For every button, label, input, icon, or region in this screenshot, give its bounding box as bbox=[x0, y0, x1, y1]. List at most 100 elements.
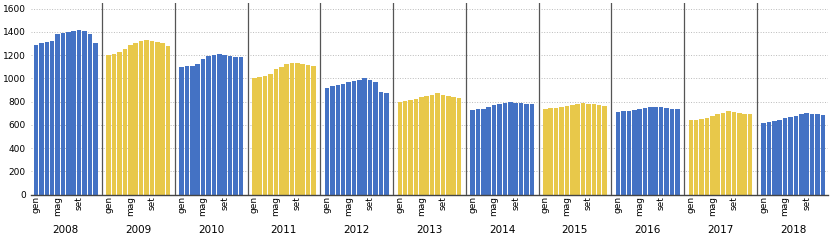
Bar bbox=[451, 97, 456, 195]
Bar bbox=[217, 54, 222, 195]
Bar bbox=[503, 103, 507, 195]
Bar bbox=[336, 85, 340, 195]
Bar bbox=[155, 42, 160, 195]
Bar bbox=[602, 106, 607, 195]
Bar bbox=[71, 31, 76, 195]
Bar bbox=[258, 77, 262, 195]
Bar bbox=[653, 107, 658, 195]
Bar bbox=[670, 109, 674, 195]
Bar bbox=[414, 99, 418, 195]
Text: 2017: 2017 bbox=[707, 225, 734, 235]
Bar bbox=[772, 121, 777, 195]
Bar bbox=[263, 76, 268, 195]
Bar bbox=[45, 42, 49, 195]
Bar bbox=[637, 109, 642, 195]
Bar bbox=[778, 120, 782, 195]
Bar bbox=[384, 93, 389, 195]
Bar bbox=[301, 64, 305, 195]
Bar bbox=[206, 56, 211, 195]
Bar bbox=[642, 108, 647, 195]
Text: 2012: 2012 bbox=[343, 225, 370, 235]
Bar bbox=[238, 57, 243, 195]
Bar bbox=[430, 95, 435, 195]
Bar bbox=[543, 109, 548, 195]
Text: 2009: 2009 bbox=[125, 225, 151, 235]
Bar bbox=[347, 82, 351, 195]
Bar bbox=[475, 109, 480, 195]
Bar bbox=[597, 105, 602, 195]
Bar bbox=[815, 114, 819, 195]
Bar bbox=[616, 112, 620, 195]
Bar bbox=[160, 43, 165, 195]
Bar bbox=[325, 88, 329, 195]
Bar bbox=[820, 115, 825, 195]
Bar bbox=[408, 101, 413, 195]
Bar bbox=[341, 84, 346, 195]
Bar bbox=[39, 43, 44, 195]
Bar bbox=[190, 66, 194, 195]
Bar bbox=[742, 114, 747, 195]
Bar bbox=[664, 108, 669, 195]
Bar bbox=[179, 67, 184, 195]
Bar bbox=[748, 114, 752, 195]
Bar bbox=[290, 63, 294, 195]
Bar bbox=[529, 105, 534, 195]
Bar bbox=[134, 43, 138, 195]
Bar bbox=[419, 97, 424, 195]
Bar bbox=[570, 105, 574, 195]
Bar bbox=[403, 101, 407, 195]
Bar bbox=[268, 74, 273, 195]
Bar bbox=[694, 120, 699, 195]
Bar bbox=[519, 103, 524, 195]
Bar bbox=[524, 104, 529, 195]
Bar bbox=[128, 45, 133, 195]
Text: 2008: 2008 bbox=[52, 225, 79, 235]
Bar bbox=[767, 122, 771, 195]
Bar bbox=[379, 92, 383, 195]
Bar bbox=[470, 110, 475, 195]
Bar bbox=[34, 45, 38, 195]
Bar bbox=[761, 123, 766, 195]
Bar bbox=[76, 30, 81, 195]
Bar bbox=[581, 103, 585, 195]
Bar bbox=[794, 116, 799, 195]
Bar bbox=[106, 55, 111, 195]
Bar bbox=[564, 106, 569, 195]
Bar bbox=[553, 108, 558, 195]
Bar bbox=[87, 34, 92, 195]
Bar bbox=[799, 114, 804, 195]
Bar bbox=[726, 111, 730, 195]
Bar bbox=[117, 52, 122, 195]
Bar bbox=[575, 104, 580, 195]
Bar bbox=[789, 117, 793, 195]
Bar bbox=[715, 114, 720, 195]
Bar bbox=[700, 119, 704, 195]
Bar bbox=[737, 113, 741, 195]
Bar bbox=[559, 107, 563, 195]
Bar bbox=[705, 118, 709, 195]
Bar bbox=[252, 78, 257, 195]
Bar bbox=[592, 105, 596, 195]
Bar bbox=[234, 57, 238, 195]
Text: 2018: 2018 bbox=[780, 225, 806, 235]
Bar bbox=[397, 101, 402, 195]
Bar bbox=[368, 80, 372, 195]
Bar bbox=[457, 98, 461, 195]
Text: 2013: 2013 bbox=[416, 225, 443, 235]
Bar bbox=[145, 40, 149, 195]
Bar bbox=[486, 107, 491, 195]
Bar bbox=[295, 63, 300, 195]
Bar bbox=[150, 41, 155, 195]
Bar bbox=[783, 118, 788, 195]
Bar bbox=[804, 113, 809, 195]
Bar bbox=[66, 32, 71, 195]
Bar bbox=[508, 102, 513, 195]
Text: 2015: 2015 bbox=[562, 225, 588, 235]
Bar bbox=[689, 120, 693, 195]
Bar bbox=[731, 112, 736, 195]
Bar bbox=[223, 55, 227, 195]
Bar bbox=[112, 54, 116, 195]
Bar bbox=[330, 86, 335, 195]
Bar bbox=[435, 93, 440, 195]
Bar bbox=[809, 114, 814, 195]
